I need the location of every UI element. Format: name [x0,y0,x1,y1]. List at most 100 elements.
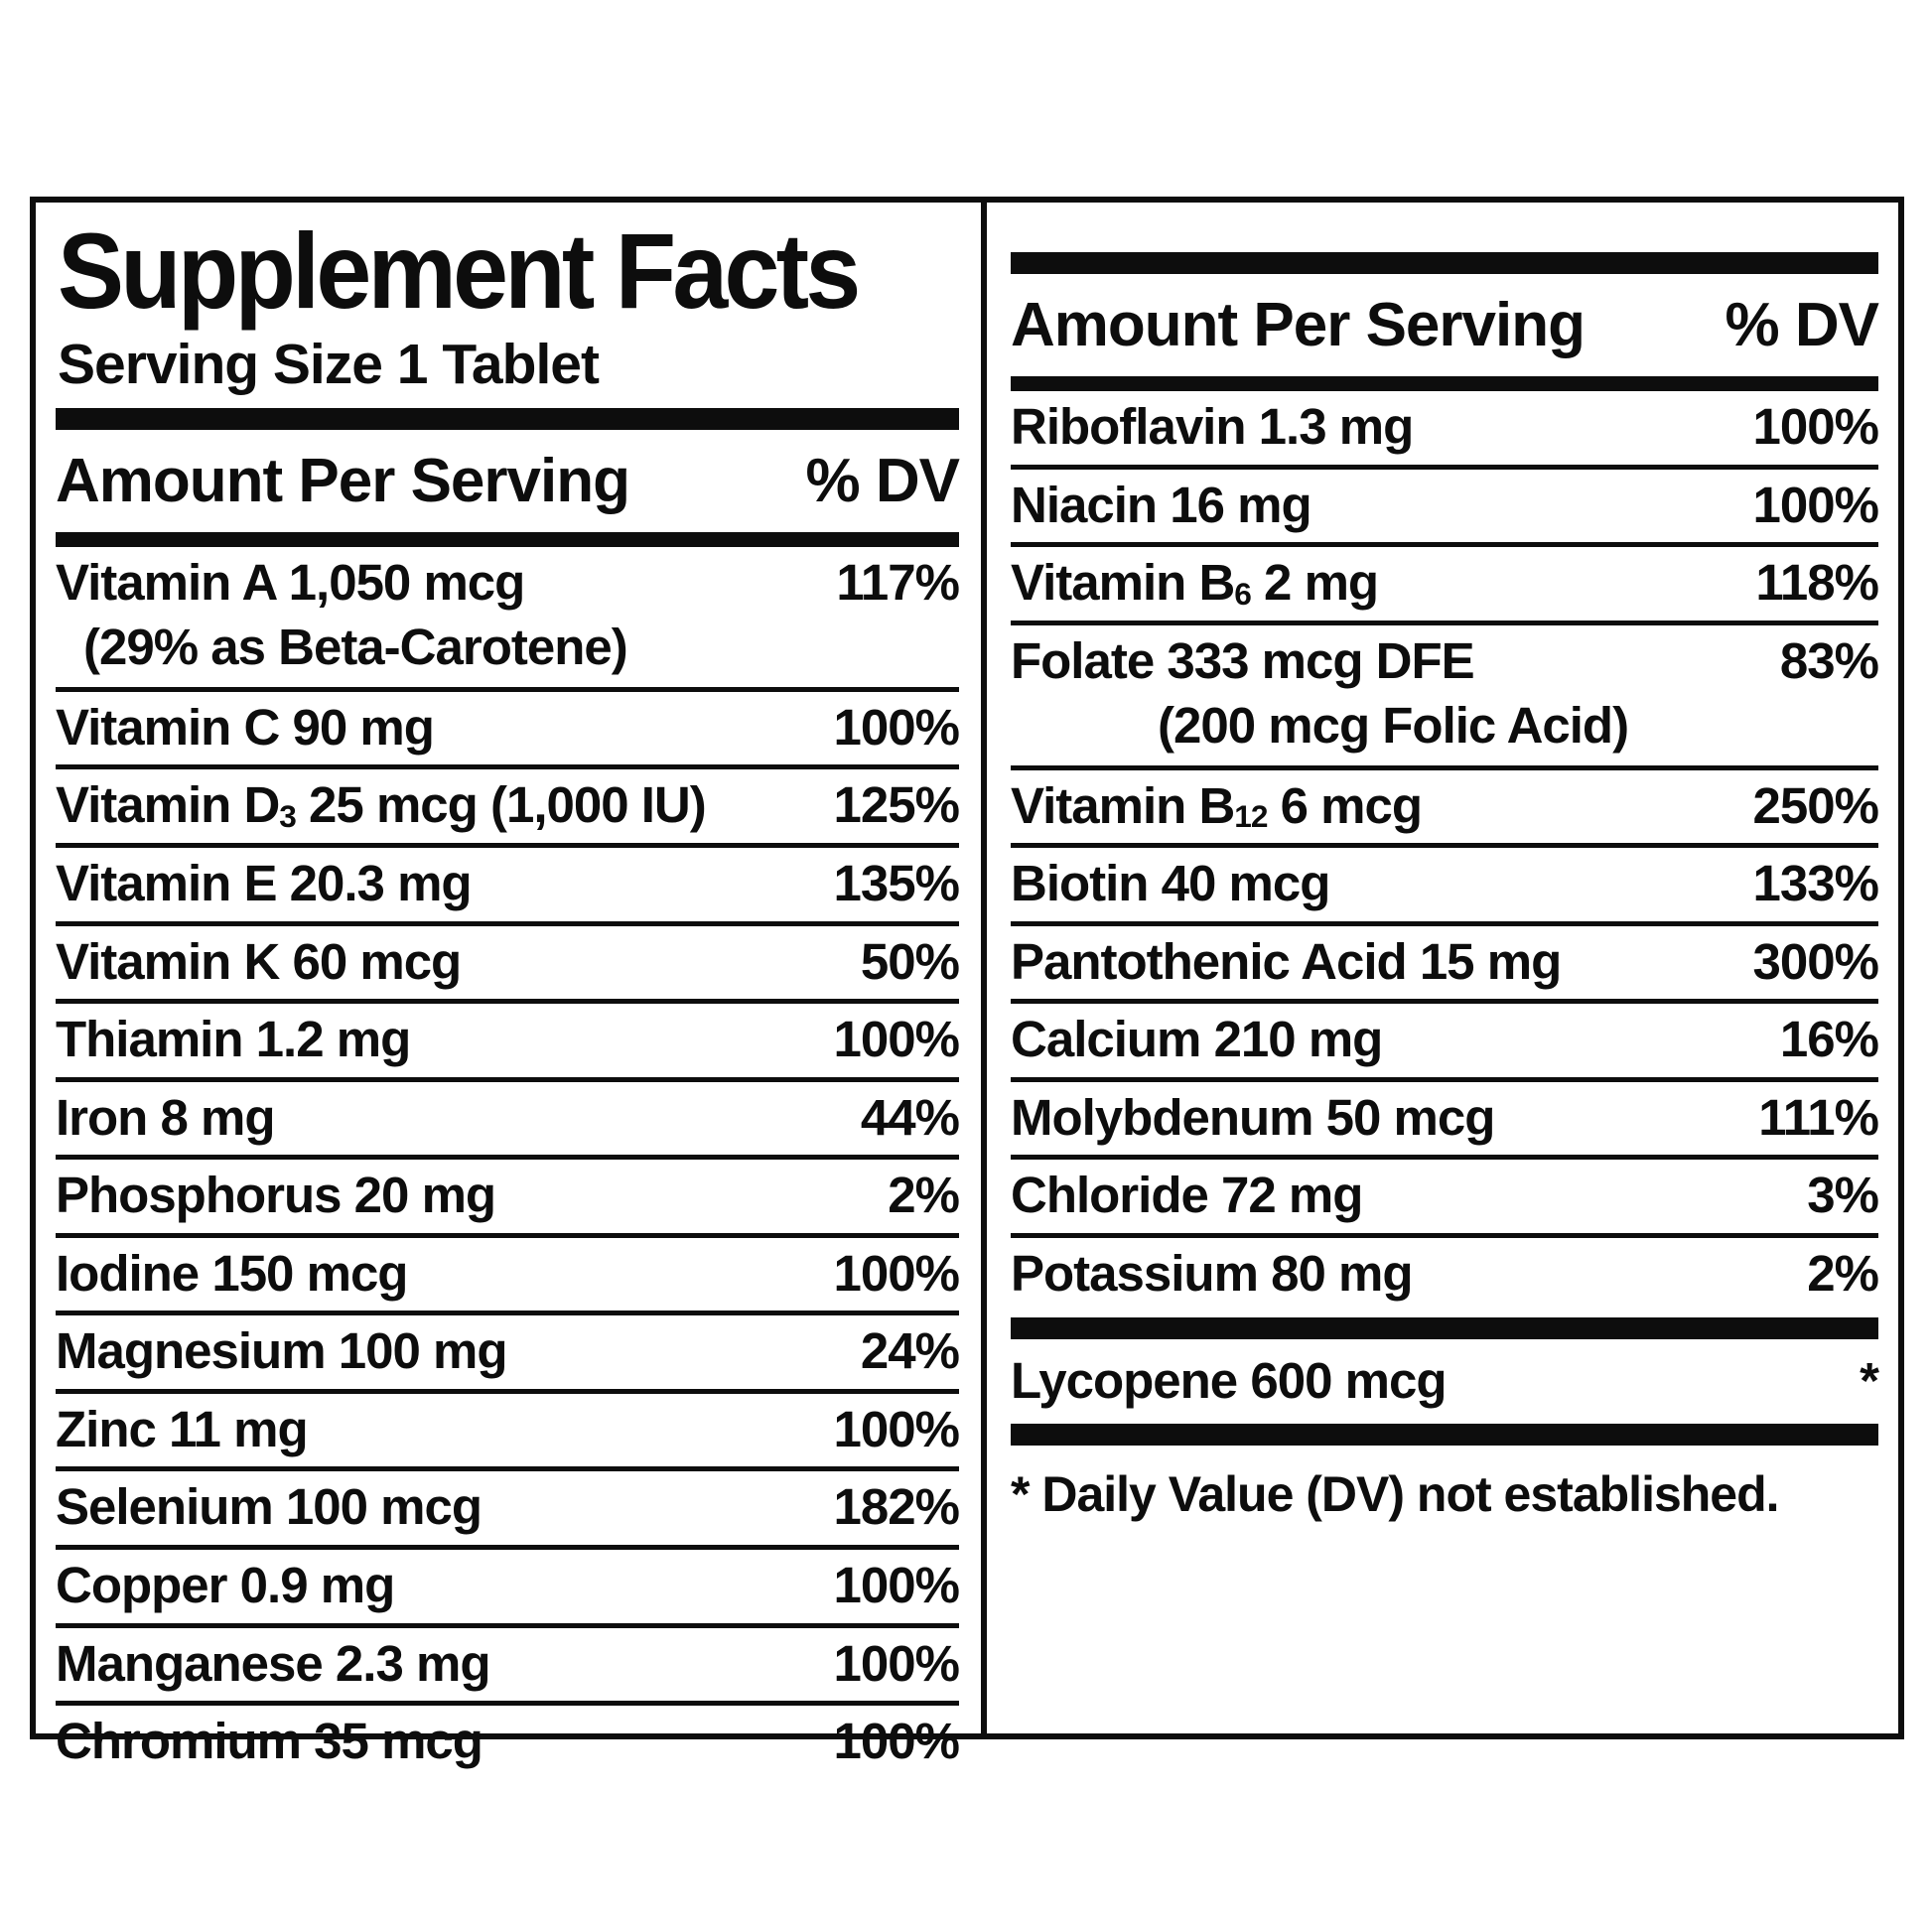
nutrient-subline: (200 mcg Folic Acid) [1158,697,1629,755]
nutrient-row: Vitamin E 20.3 mg 135% [56,843,960,921]
nutrient-dv-value: 100% [833,1400,960,1457]
nutrient-name: Lycopene 600 mcg [1011,1351,1447,1409]
nutrient-row: Manganese 2.3 mg 100% [56,1622,960,1702]
nutrient-dv-value: * [1860,1351,1879,1409]
nutrient-name: Niacin 16 mg [1011,476,1312,533]
nutrient-row: Selenium 100 mcg 182% [56,1466,960,1545]
no-dv-nutrient-rows: Lycopene 600 mcg * [1011,1345,1879,1419]
nutrient-dv-value: 16% [1779,1011,1879,1068]
nutrient-row: Biotin 40 mcg 133% [1011,843,1879,921]
nutrient-row: Iodine 150 mcg 100% [56,1232,960,1311]
nutrient-subline: (29% as Beta-Carotene) [83,619,628,676]
serving-size: Serving Size 1 Tablet [58,333,600,397]
nutrient-name: Copper 0.9 mg [56,1556,395,1613]
nutrient-dv-value: 100% [833,698,960,756]
divider-bar-thick [1011,1316,1878,1339]
nutrient-dv-value: 83% [1779,631,1879,689]
nutrient-row: Zinc 11 mg 100% [56,1388,960,1467]
nutrient-name: Iron 8 mg [56,1088,276,1146]
nutrient-row: Iron 8 mg 44% [56,1076,960,1156]
nutrient-row: Vitamin A 1,050 mcg 117% (29% as Beta-Caro… [56,547,960,687]
nutrient-row: Lycopene 600 mcg * [1011,1345,1879,1419]
nutrient-name: Pantothenic Acid 15 mg [1011,932,1562,990]
nutrient-name: Molybdenum 50 mcg [1011,1088,1495,1146]
nutrient-dv-value: 111% [1758,1088,1879,1146]
nutrient-name: Riboflavin 1.3 mg [1011,398,1414,455]
nutrient-name: Potassium 80 mg [1011,1245,1413,1303]
nutrient-name: Magnesium 100 mg [56,1322,507,1380]
nutrient-name: Folate 333 mcg DFE [1011,631,1475,689]
nutrient-row: Chloride 72 mg 3% [1011,1155,1879,1233]
nutrient-row: Phosphorus 20 mg 2% [56,1155,960,1233]
right-column: Amount Per Serving % DV Riboflavin 1.3 m… [987,203,1898,1733]
percent-dv-heading: % DV [805,446,960,515]
nutrient-dv-value: 100% [833,1713,960,1770]
dv-footnote: * Daily Value (DV) not established. [1011,1466,1780,1523]
column-header-left: Amount Per Serving % DV [56,436,960,530]
nutrient-row: Thiamin 1.2 mg 100% [56,999,960,1077]
nutrient-row: Copper 0.9 mg 100% [56,1544,960,1623]
divider-bar-thick [1011,1424,1878,1447]
nutrient-dv-value: 250% [1752,776,1879,834]
nutrient-name: Zinc 11 mg [56,1400,309,1457]
divider-bar-thick [1011,252,1878,274]
nutrient-row: Magnesium 100 mg 24% [56,1311,960,1389]
nutrient-name: Manganese 2.3 mg [56,1634,490,1692]
nutrient-name: Chromium 35 mcg [56,1713,483,1770]
nutrient-row: Molybdenum 50 mcg 111% [1011,1076,1879,1156]
left-nutrient-rows: Vitamin A 1,050 mcg 117% (29% as Beta-Caro… [56,547,960,1779]
nutrient-dv-value: 125% [833,776,960,834]
nutrient-name: Vitamin B12 6 mcg [1011,776,1423,835]
nutrient-dv-value: 117% [836,553,960,611]
nutrient-row: Folate 333 mcg DFE 83% (200 mcg Folic Acid… [1011,620,1879,765]
nutrient-row: Potassium 80 mg 2% [1011,1233,1879,1311]
nutrient-name: Biotin 40 mcg [1011,855,1330,912]
nutrient-name: Vitamin B6 2 mg [1011,554,1379,612]
left-column: Supplement Facts Serving Size 1 Tablet A… [36,203,987,1767]
nutrient-dv-value: 100% [1752,476,1879,533]
nutrient-name: Calcium 210 mg [1011,1011,1383,1068]
nutrient-name: Vitamin D3 25 mcg (1,000 IU) [56,776,707,834]
right-nutrient-rows: Riboflavin 1.3 mg 100% Niacin 16 mg 100% Vit… [1011,391,1879,1311]
nutrient-dv-value: 50% [860,932,960,990]
nutrient-row: Riboflavin 1.3 mg 100% [1011,391,1879,465]
divider-bar-thick [56,407,959,430]
nutrient-dv-value: 100% [1752,398,1879,455]
nutrient-name: Thiamin 1.2 mg [56,1011,411,1068]
panel-title: Supplement Facts [58,210,861,331]
nutrient-dv-value: 2% [1807,1245,1879,1303]
nutrient-dv-value: 133% [1752,855,1879,912]
amount-per-serving-heading: Amount Per Serving [56,446,630,515]
nutrient-row: Niacin 16 mg 100% [1011,464,1879,543]
nutrient-row: Vitamin B12 6 mcg 250% [1011,764,1879,844]
nutrient-dv-value: 24% [860,1322,960,1380]
nutrient-dv-value: 100% [833,1556,960,1613]
nutrient-row: Calcium 210 mg 16% [1011,999,1879,1077]
nutrient-name: Phosphorus 20 mg [56,1167,496,1224]
supplement-facts-panel: Supplement Facts Serving Size 1 Tablet A… [30,197,1904,1767]
nutrient-name: Iodine 150 mcg [56,1244,408,1302]
nutrient-dv-value: 300% [1752,932,1879,990]
nutrient-row: Vitamin D3 25 mcg (1,000 IU) 125% [56,764,960,843]
nutrient-dv-value: 135% [833,855,960,912]
nutrient-row: Chromium 35 mcg 100% [56,1701,960,1779]
nutrient-dv-value: 182% [833,1478,960,1536]
nutrient-name: Vitamin C 90 mg [56,698,435,756]
nutrient-row: Vitamin C 90 mg 100% [56,686,960,765]
nutrient-name: Chloride 72 mg [1011,1167,1363,1224]
nutrient-dv-value: 44% [860,1088,960,1146]
nutrient-dv-value: 118% [1755,554,1879,612]
divider-bar-medium [1011,376,1878,391]
percent-dv-heading: % DV [1725,291,1879,359]
nutrient-dv-value: 2% [888,1167,960,1224]
nutrient-dv-value: 100% [833,1244,960,1302]
nutrient-row: Pantothenic Acid 15 mg 300% [1011,920,1879,1000]
nutrient-row: Vitamin K 60 mcg 50% [56,920,960,1000]
nutrient-row: Vitamin B6 2 mg 118% [1011,542,1879,621]
column-header-right: Amount Per Serving % DV [1011,280,1879,374]
nutrient-dv-value: 100% [833,1011,960,1068]
nutrient-name: Vitamin E 20.3 mg [56,855,473,912]
nutrient-dv-value: 100% [833,1634,960,1692]
amount-per-serving-heading: Amount Per Serving [1011,291,1586,359]
